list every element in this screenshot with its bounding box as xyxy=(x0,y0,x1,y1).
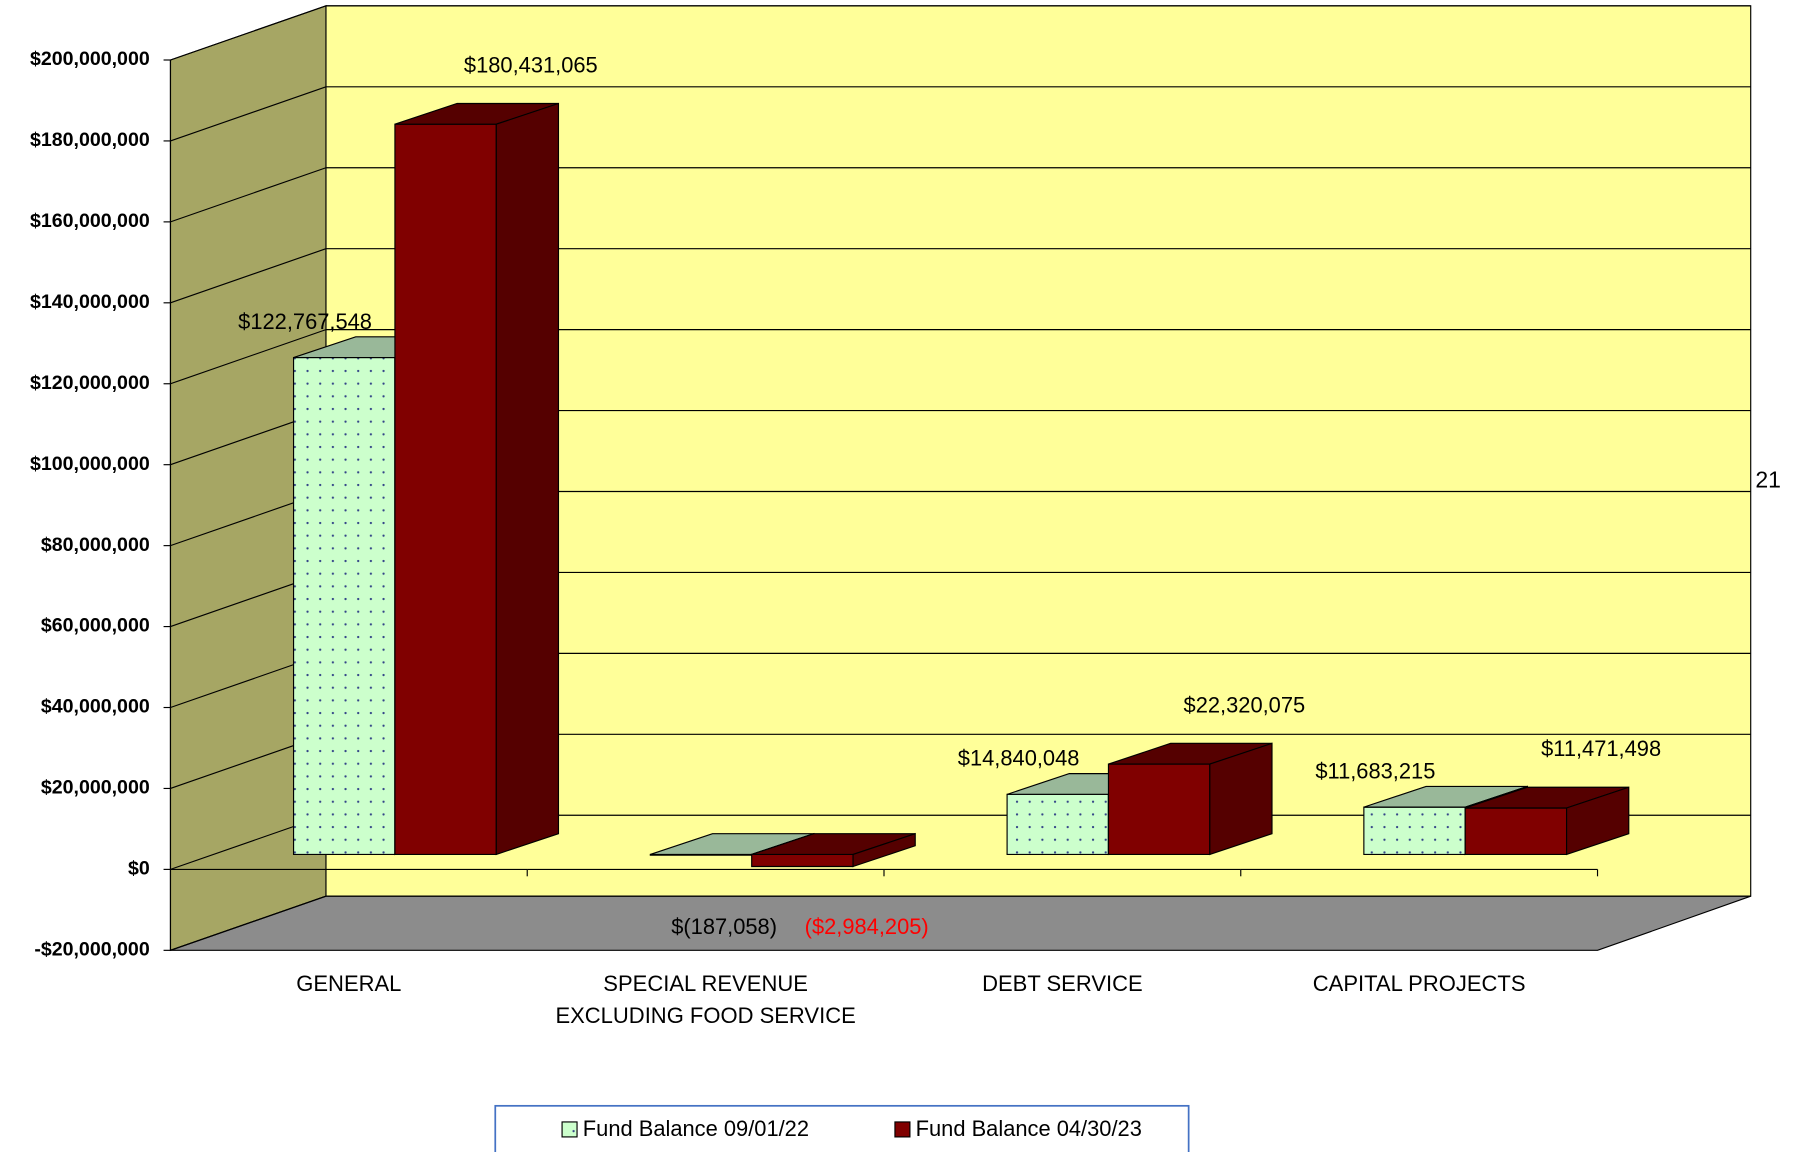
annotation: 21 xyxy=(1755,467,1781,493)
bar-front xyxy=(751,853,854,868)
y-tick-label: $0 xyxy=(128,858,150,880)
legend-box xyxy=(494,1104,1190,1157)
value-label: $11,683,215 xyxy=(1315,758,1435,783)
value-label: $11,471,498 xyxy=(1541,736,1661,761)
bar-side xyxy=(495,102,560,856)
y-tick-label: $120,000,000 xyxy=(30,372,150,394)
x-tick-label: DEBT SERVICE xyxy=(982,970,1143,996)
legend-swatch xyxy=(894,1121,911,1138)
grid-line-side xyxy=(170,5,327,61)
x-tick-label: GENERAL xyxy=(296,970,402,996)
bar-front xyxy=(1464,807,1568,855)
legend-swatch xyxy=(561,1121,578,1138)
value-label: $14,840,048 xyxy=(958,746,1080,771)
grid-line-side xyxy=(170,248,327,304)
legend-label: Fund Balance 09/01/22 xyxy=(583,1116,809,1141)
legend-label: Fund Balance 04/30/23 xyxy=(916,1116,1142,1141)
bar-side xyxy=(1209,742,1273,856)
y-tick-label: $200,000,000 xyxy=(30,48,150,70)
grid-line-side xyxy=(170,329,327,385)
bar-side xyxy=(1565,786,1630,856)
y-tick-label: $60,000,000 xyxy=(41,615,150,637)
value-label: $122,767,548 xyxy=(238,309,372,334)
grid-line-side xyxy=(170,86,327,142)
grid-line-side xyxy=(170,167,327,223)
bar-front xyxy=(292,357,396,855)
y-tick-label: $160,000,000 xyxy=(30,210,150,232)
x-tick-label: CAPITAL PROJECTS xyxy=(1312,970,1526,996)
value-label: $180,431,065 xyxy=(464,52,598,77)
value-label: $22,320,075 xyxy=(1184,692,1306,717)
y-tick-label: $20,000,000 xyxy=(41,777,150,799)
floor xyxy=(170,895,1751,951)
x-tick-label: SPECIAL REVENUE EXCLUDING FOOD SERVICE xyxy=(555,970,856,1028)
bar-front xyxy=(394,123,497,855)
bar-front xyxy=(1363,806,1466,855)
bar-front xyxy=(1107,763,1211,855)
y-tick-label: $40,000,000 xyxy=(41,696,150,718)
value-label: $(187,058) xyxy=(671,914,777,939)
y-tick-label: $140,000,000 xyxy=(30,291,150,313)
value-label: ($2,984,205) xyxy=(805,914,929,939)
y-tick-label: -$20,000,000 xyxy=(34,939,150,961)
bar-side xyxy=(852,832,916,868)
bar-front xyxy=(1006,793,1110,855)
y-tick-label: $100,000,000 xyxy=(30,453,150,475)
y-tick-label: $180,000,000 xyxy=(30,129,150,151)
y-tick-label: $80,000,000 xyxy=(41,534,150,556)
grid-line-side xyxy=(170,895,327,951)
